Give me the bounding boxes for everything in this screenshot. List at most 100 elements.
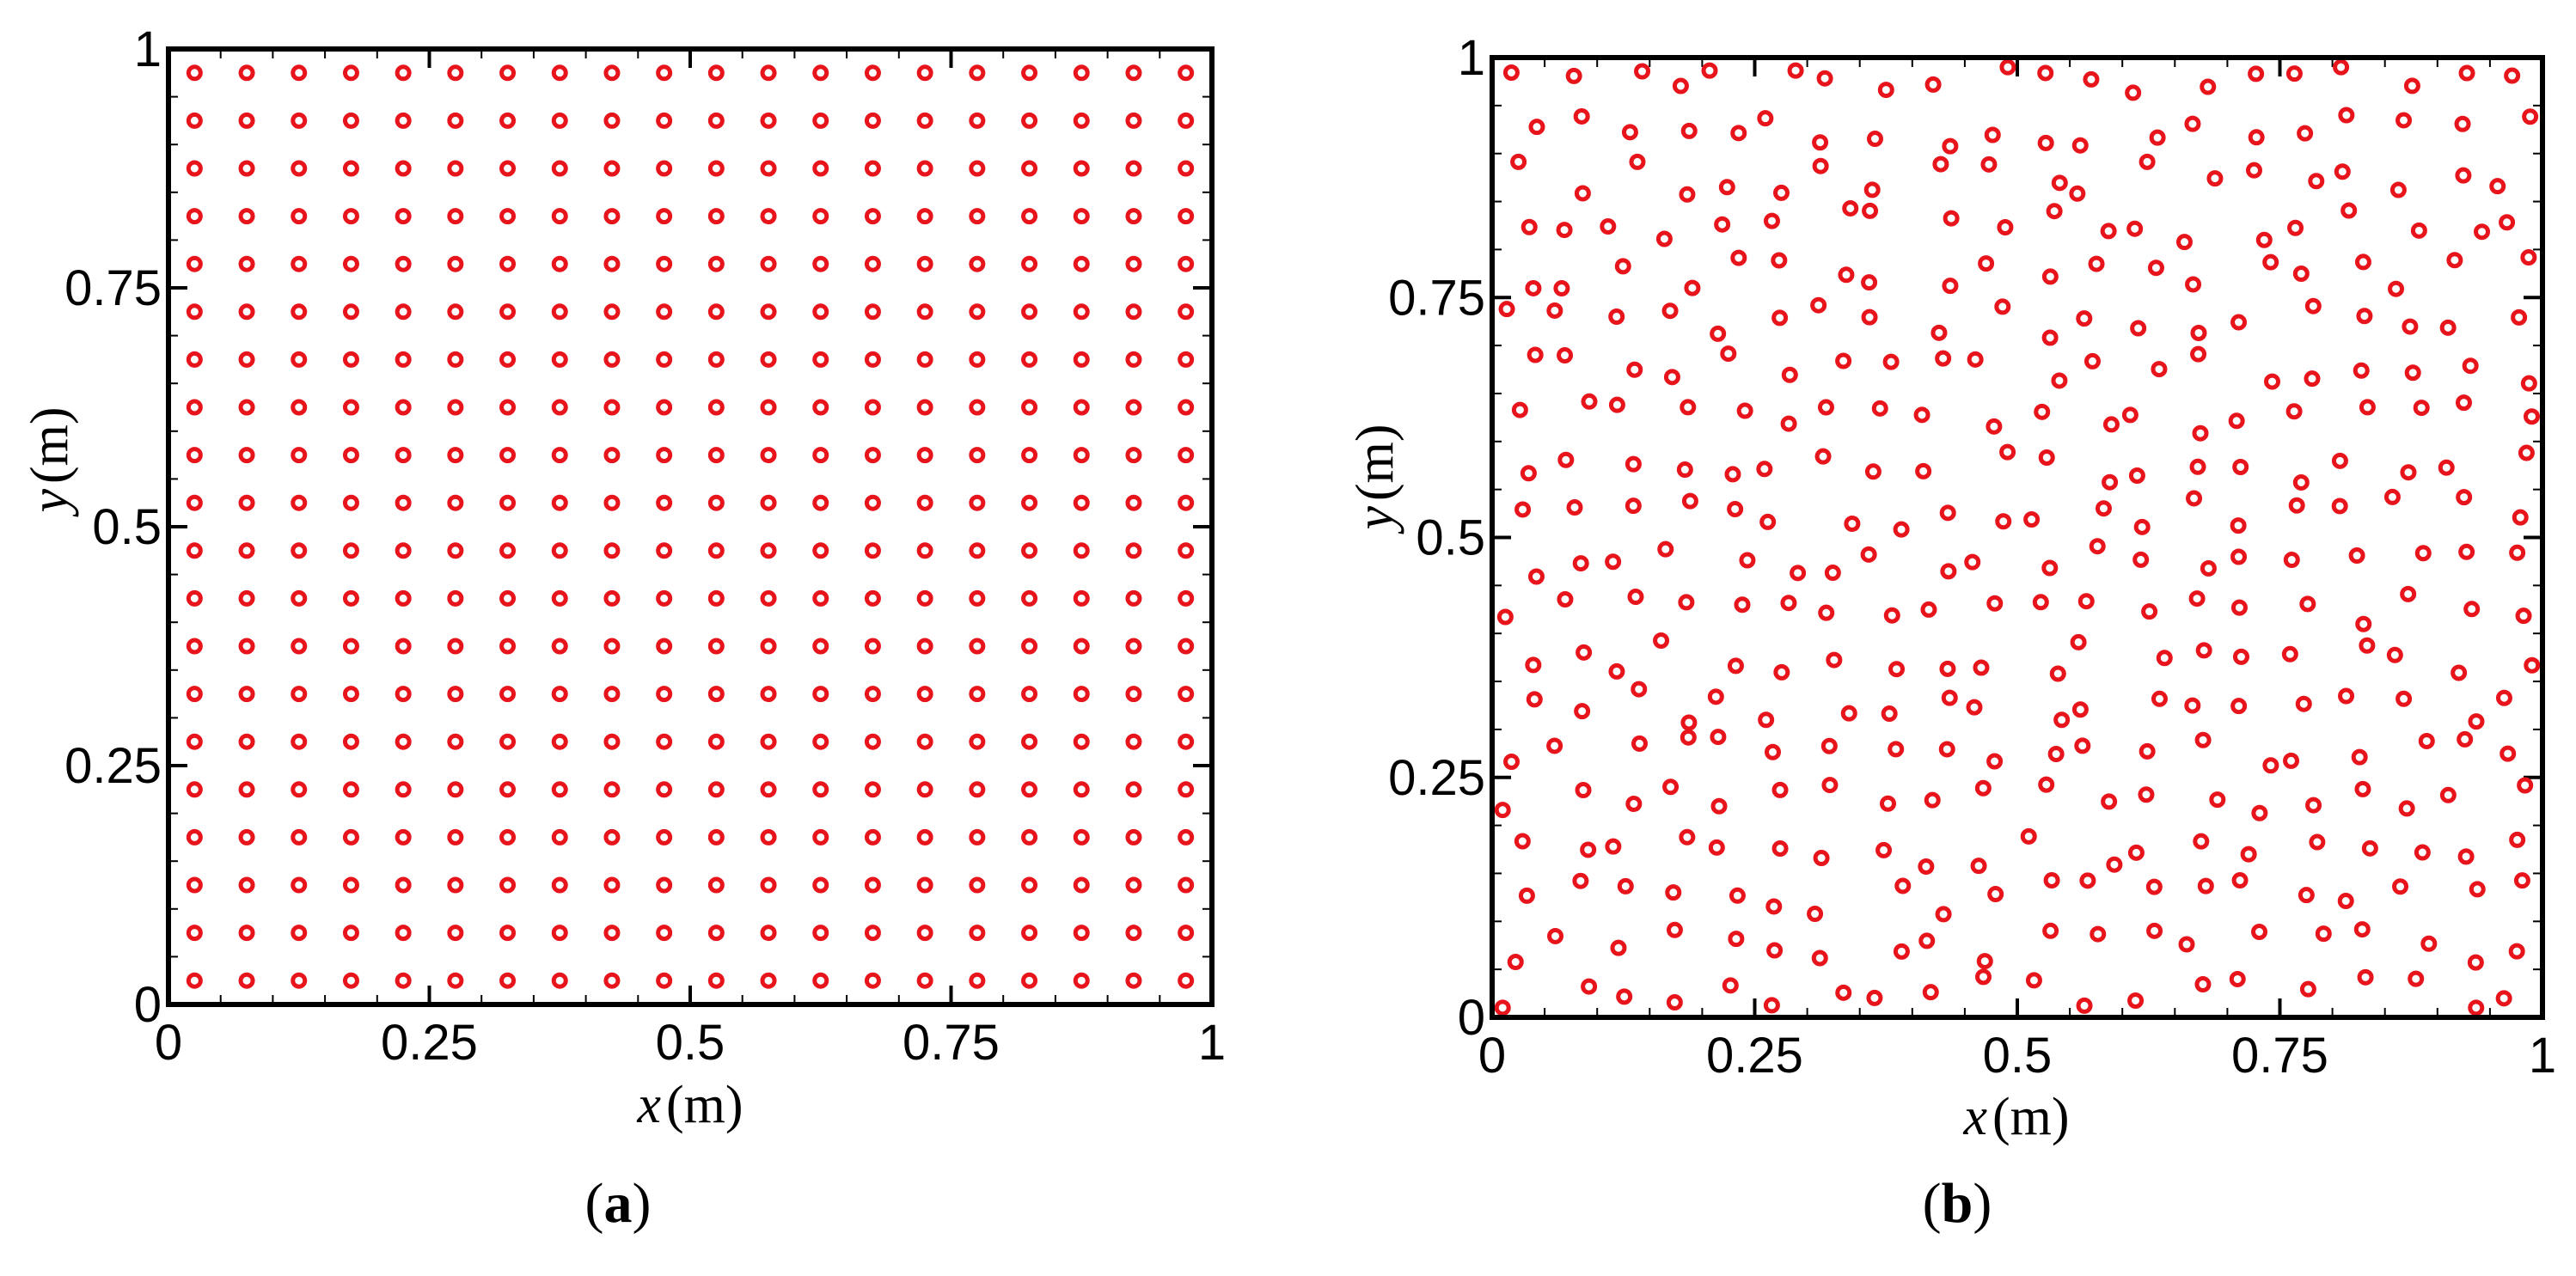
data-point bbox=[2228, 412, 2245, 430]
data-point bbox=[1498, 301, 1515, 318]
data-point bbox=[2283, 752, 2300, 769]
data-point bbox=[1888, 661, 1906, 678]
data-point bbox=[1528, 119, 1545, 136]
data-point bbox=[864, 112, 881, 129]
data-point bbox=[2499, 214, 2516, 231]
data-point bbox=[1940, 563, 1957, 580]
data-point bbox=[2454, 115, 2471, 132]
data-point bbox=[603, 876, 621, 894]
data-point bbox=[969, 542, 986, 559]
data-point bbox=[2023, 511, 2041, 528]
data-point bbox=[1125, 64, 1142, 82]
data-point bbox=[2458, 64, 2475, 82]
data-point bbox=[760, 351, 777, 368]
data-point bbox=[238, 638, 255, 655]
data-point bbox=[1125, 781, 1142, 798]
data-point bbox=[812, 686, 829, 703]
panel-a-x-tick-labels: 0 0.25 0.5 0.75 1 bbox=[155, 1015, 1226, 1071]
data-point bbox=[603, 208, 621, 225]
data-point bbox=[2089, 538, 2106, 555]
data-point bbox=[342, 972, 359, 989]
panel-b-y-tick-labels: 0 0.25 0.5 0.75 1 bbox=[1388, 30, 1485, 1046]
panel-a-ticks bbox=[167, 47, 1214, 1006]
data-point bbox=[2285, 403, 2303, 420]
data-point bbox=[2524, 656, 2541, 674]
data-point bbox=[2194, 976, 2212, 993]
data-point bbox=[2524, 408, 2541, 425]
data-point bbox=[238, 255, 255, 272]
data-point bbox=[1573, 107, 1590, 125]
data-point bbox=[1655, 230, 1673, 247]
data-point bbox=[1680, 122, 1698, 139]
data-point bbox=[186, 876, 203, 894]
data-point bbox=[812, 781, 829, 798]
data-point bbox=[395, 351, 412, 368]
data-point bbox=[864, 876, 881, 894]
data-point bbox=[1915, 462, 1932, 479]
data-point bbox=[1708, 839, 1725, 856]
data-point bbox=[2053, 711, 2071, 729]
data-point bbox=[1125, 828, 1142, 846]
data-point bbox=[2032, 594, 2049, 611]
data-point bbox=[1178, 64, 1195, 82]
data-point bbox=[395, 208, 412, 225]
data-point bbox=[812, 208, 829, 225]
data-point bbox=[1720, 345, 1737, 363]
data-point bbox=[1073, 447, 1090, 464]
data-point bbox=[2070, 633, 2087, 650]
data-point bbox=[2185, 276, 2202, 293]
data-point bbox=[2130, 320, 2147, 337]
data-point bbox=[1021, 686, 1038, 703]
data-point bbox=[1790, 565, 1807, 582]
data-point bbox=[1631, 735, 1648, 752]
data-point bbox=[1679, 186, 1696, 203]
data-point bbox=[2469, 881, 2486, 898]
data-point bbox=[342, 351, 359, 368]
data-point bbox=[1073, 208, 1090, 225]
data-point bbox=[1871, 400, 1888, 417]
data-point bbox=[186, 160, 203, 177]
data-point bbox=[2451, 664, 2468, 681]
data-point bbox=[969, 925, 986, 942]
data-point bbox=[342, 542, 359, 559]
data-point bbox=[812, 399, 829, 416]
x-tick-label: 0 bbox=[1478, 1028, 1506, 1084]
data-point bbox=[1882, 353, 1900, 370]
data-point bbox=[603, 589, 621, 607]
data-point bbox=[1893, 521, 1910, 538]
data-point bbox=[2083, 70, 2100, 88]
data-point bbox=[2146, 922, 2163, 939]
data-point bbox=[2051, 174, 2068, 192]
data-point bbox=[1614, 258, 1631, 275]
data-point bbox=[1813, 850, 1830, 867]
data-point bbox=[760, 781, 777, 798]
data-point bbox=[1557, 590, 1574, 607]
data-point bbox=[2264, 373, 2281, 390]
data-point bbox=[2138, 786, 2155, 803]
data-point bbox=[2402, 318, 2419, 335]
data-point bbox=[342, 255, 359, 272]
data-point bbox=[2308, 173, 2325, 190]
data-point bbox=[1021, 638, 1038, 655]
data-point bbox=[812, 638, 829, 655]
data-point bbox=[812, 494, 829, 511]
data-point bbox=[1527, 568, 1545, 585]
data-point bbox=[1526, 691, 1543, 708]
data-point bbox=[2334, 163, 2351, 180]
data-point bbox=[1714, 216, 1731, 233]
data-point bbox=[2190, 324, 2207, 341]
panel-a-y-axis-label: y (m) bbox=[21, 406, 79, 517]
data-point bbox=[969, 589, 986, 607]
data-point bbox=[969, 733, 986, 750]
panel-a-caption-open: ( bbox=[585, 1172, 604, 1235]
data-point bbox=[656, 542, 673, 559]
data-point bbox=[1546, 302, 1563, 319]
data-point bbox=[551, 638, 568, 655]
data-point bbox=[916, 638, 933, 655]
data-point bbox=[1073, 828, 1090, 846]
data-point bbox=[812, 64, 829, 82]
data-point bbox=[2340, 202, 2358, 219]
data-point bbox=[1073, 733, 1090, 750]
data-point bbox=[342, 64, 359, 82]
data-point bbox=[2495, 990, 2512, 1007]
